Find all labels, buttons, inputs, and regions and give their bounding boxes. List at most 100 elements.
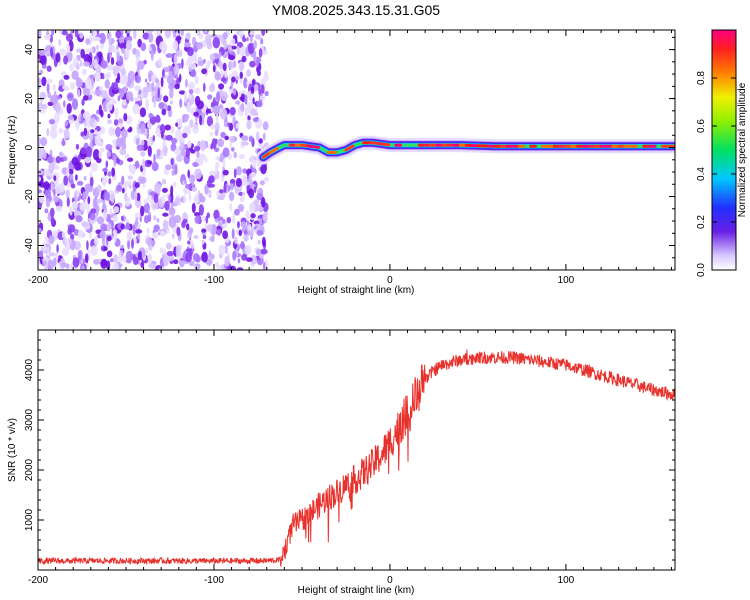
noise-speckle (158, 267, 167, 270)
noise-speckle (229, 135, 236, 143)
noise-speckle (217, 216, 224, 221)
noise-speckle (244, 94, 248, 105)
noise-speckle (215, 161, 220, 168)
noise-speckle (239, 71, 243, 79)
noise-speckle (217, 195, 225, 201)
noise-speckle (179, 98, 183, 108)
noise-speckle (147, 253, 153, 265)
noise-speckle (203, 58, 206, 64)
noise-speckle (261, 30, 266, 36)
noise-speckle (164, 200, 170, 211)
noise-speckle (262, 121, 269, 131)
noise-speckle (92, 188, 96, 196)
noise-speckle (46, 156, 54, 164)
noise-speckle (77, 88, 81, 98)
snr-series-line (38, 349, 675, 567)
noise-speckle (106, 64, 114, 71)
noise-speckle (157, 87, 160, 99)
noise-speckle (197, 56, 203, 62)
noise-speckle (125, 39, 132, 51)
noise-speckle (102, 199, 106, 209)
noise-speckle (168, 194, 172, 204)
noise-speckle (47, 259, 54, 270)
noise-speckle (123, 74, 128, 85)
noise-speckle (147, 160, 153, 165)
noise-speckle (166, 75, 174, 85)
noise-speckle (100, 190, 105, 202)
noise-speckle (223, 117, 228, 128)
noise-speckle (235, 177, 242, 188)
noise-speckle (250, 86, 255, 94)
noise-speckle (184, 42, 192, 48)
noise-speckle (75, 143, 80, 150)
noise-speckle (163, 145, 168, 157)
noise-speckle (210, 224, 217, 236)
noise-speckle (196, 30, 201, 36)
noise-speckle (196, 100, 204, 110)
noise-speckle (98, 150, 103, 159)
noise-speckle (111, 167, 116, 177)
noise-speckle (116, 51, 120, 61)
noise-speckle (218, 83, 225, 90)
noise-speckle (124, 180, 132, 186)
noise-speckle (46, 128, 50, 137)
noise-speckle (262, 132, 266, 141)
noise-speckle (60, 262, 67, 268)
spectrogram-noise-region (38, 30, 270, 270)
noise-speckle (113, 206, 120, 214)
noise-speckle (115, 30, 122, 39)
noise-speckle (134, 212, 141, 220)
noise-speckle (257, 70, 261, 77)
noise-speckle (218, 244, 226, 255)
noise-speckle (103, 246, 108, 251)
noise-speckle (170, 202, 174, 214)
noise-speckle (46, 83, 50, 94)
noise-speckle (243, 77, 248, 89)
noise-speckle (66, 92, 74, 102)
noise-speckle (102, 209, 108, 221)
noise-speckle (89, 176, 94, 187)
noise-speckle (155, 114, 161, 123)
noise-speckle (100, 60, 108, 69)
noise-speckle (219, 61, 224, 70)
noise-speckle (231, 76, 236, 83)
noise-speckle (176, 49, 183, 57)
noise-speckle (201, 68, 208, 75)
noise-speckle (187, 81, 195, 90)
noise-speckle (96, 116, 100, 123)
noise-speckle (128, 184, 132, 189)
noise-speckle (194, 263, 201, 270)
noise-speckle (211, 138, 217, 150)
noise-speckle (134, 182, 140, 189)
noise-speckle (243, 230, 248, 236)
noise-speckle (95, 207, 99, 217)
noise-speckle (193, 111, 199, 117)
noise-speckle (188, 88, 194, 95)
noise-speckle (241, 141, 249, 146)
noise-speckle (62, 156, 68, 162)
noise-speckle (62, 247, 70, 256)
noise-speckle (144, 78, 148, 83)
noise-speckle (164, 124, 171, 131)
noise-speckle (68, 237, 72, 245)
noise-speckle (175, 244, 181, 257)
noise-speckle (42, 260, 47, 266)
noise-speckle (203, 104, 208, 109)
noise-speckle (240, 103, 245, 112)
colorbar-label: Normalized spectral amplitude (737, 82, 748, 217)
noise-speckle (85, 77, 92, 90)
noise-speckle (249, 30, 255, 36)
noise-speckle (220, 77, 227, 82)
noise-speckle (162, 212, 169, 217)
noise-speckle (110, 258, 114, 263)
noise-speckle (202, 239, 205, 245)
noise-speckle (83, 61, 90, 67)
noise-speckle (99, 32, 106, 45)
noise-speckle (79, 202, 86, 211)
noise-speckle (194, 168, 202, 180)
noise-speckle (263, 176, 270, 182)
noise-speckle (159, 247, 163, 254)
noise-speckle (94, 235, 99, 246)
noise-speckle (240, 175, 248, 186)
